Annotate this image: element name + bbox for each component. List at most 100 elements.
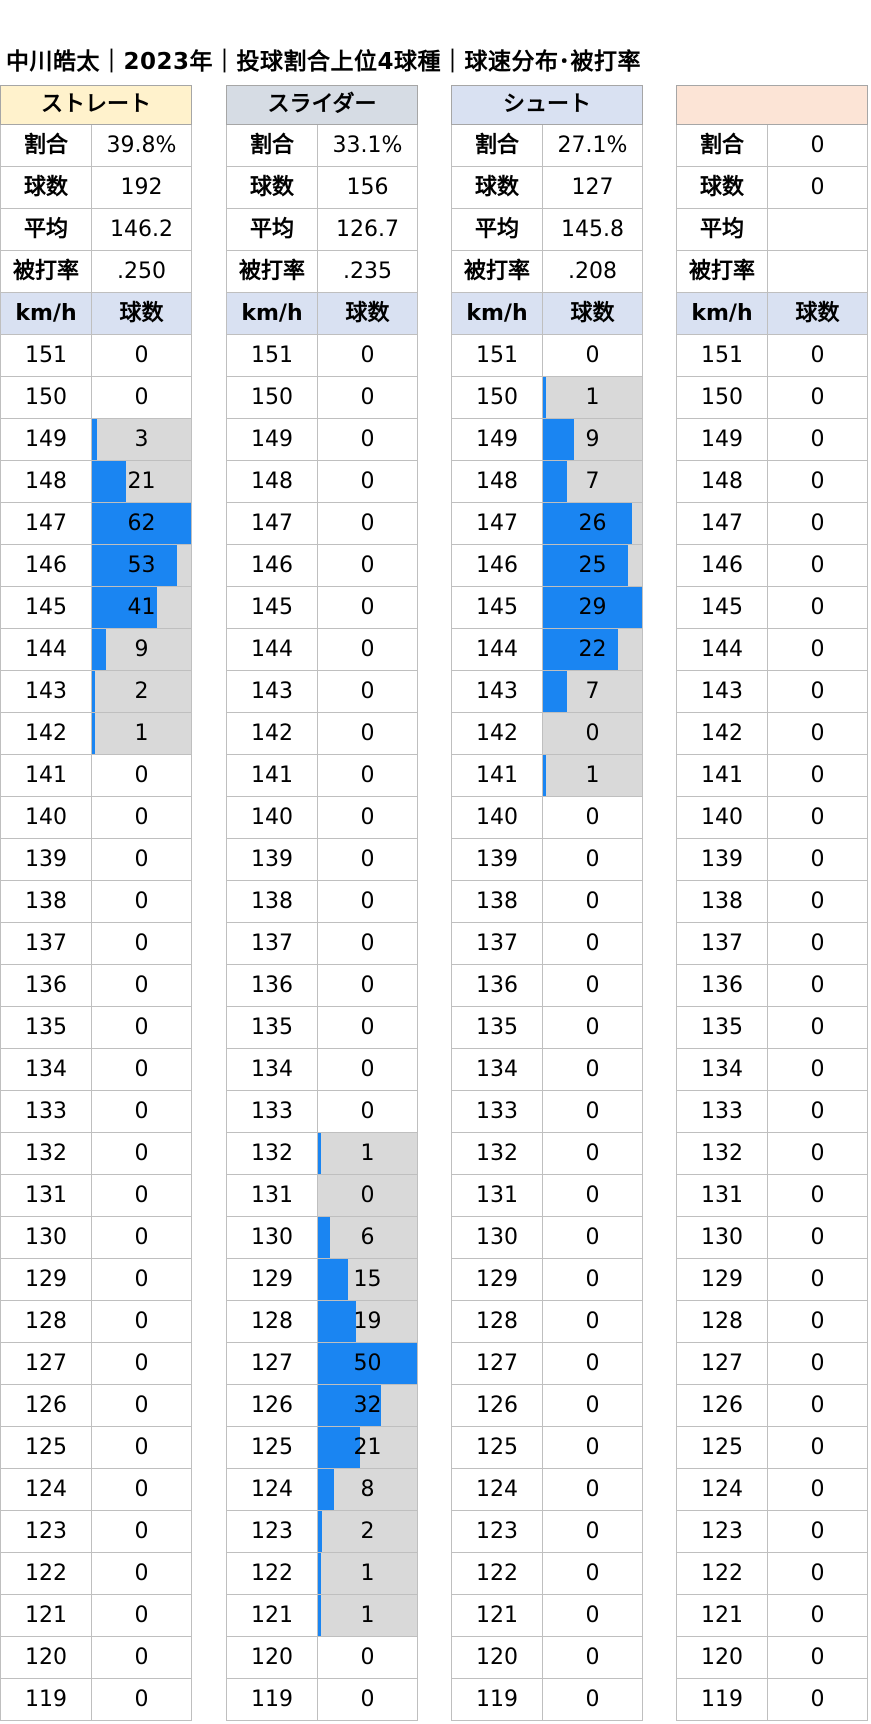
- speed-count-cell: 0: [317, 1637, 418, 1678]
- count-bar: [543, 377, 547, 418]
- speed-count-cell: 0: [767, 377, 868, 418]
- stat-value: 127: [542, 167, 643, 208]
- speed-row: 133 0: [226, 1091, 418, 1133]
- speed-row: 123 2: [226, 1511, 418, 1553]
- speed-count-cell: 0: [767, 1343, 868, 1384]
- count-value: 8: [360, 1477, 375, 1502]
- speed-label: 125: [451, 1427, 542, 1468]
- speed-label: 140: [451, 797, 542, 838]
- speed-count-cell: 9: [542, 419, 643, 460]
- speed-row: 122 0: [0, 1553, 192, 1595]
- speed-count-cell: 0: [542, 1259, 643, 1300]
- speed-row: 146 53: [0, 545, 192, 587]
- count-value: 0: [360, 889, 375, 914]
- speed-row: 140 0: [676, 797, 868, 839]
- speed-row: 142 0: [451, 713, 643, 755]
- speed-count-cell: 0: [542, 713, 643, 754]
- count-value: 0: [810, 1057, 825, 1082]
- speed-label: 121: [676, 1595, 767, 1636]
- count-bar: [543, 629, 619, 670]
- pitch-name-header: ストレート: [0, 85, 192, 125]
- speed-count-cell: 0: [317, 545, 418, 586]
- speed-count-cell: 0: [91, 1343, 192, 1384]
- count-value: 0: [134, 1267, 149, 1292]
- count-bar: [92, 713, 95, 754]
- count-value: 0: [810, 1603, 825, 1628]
- stat-label: 平均: [676, 209, 767, 250]
- speed-label: 121: [0, 1595, 91, 1636]
- count-value: 2: [360, 1519, 375, 1544]
- pitch-panel: ストレート 割合 39.8% 球数 192 平均 146.2 被打率 .250 km/h 球数 151…: [0, 85, 192, 1721]
- speed-row: 144 9: [0, 629, 192, 671]
- count-value: 0: [134, 1687, 149, 1712]
- speed-row: 119 0: [451, 1679, 643, 1721]
- count-value: 0: [134, 847, 149, 872]
- stat-label: 割合: [226, 125, 317, 166]
- count-value: 0: [134, 1435, 149, 1460]
- speed-label: 123: [676, 1511, 767, 1552]
- count-value: 0: [360, 343, 375, 368]
- column-header-row: km/h 球数: [676, 293, 868, 335]
- speed-row: 127 0: [451, 1343, 643, 1385]
- speed-label: 149: [676, 419, 767, 460]
- speed-label: 127: [0, 1343, 91, 1384]
- speed-count-cell: 0: [542, 839, 643, 880]
- stat-row-count: 球数 156: [226, 167, 418, 209]
- speed-count-cell: 0: [767, 1637, 868, 1678]
- speed-count-cell: 0: [91, 1049, 192, 1090]
- count-value: 0: [585, 721, 600, 746]
- bar-track: [543, 713, 642, 754]
- speed-label: 135: [226, 1007, 317, 1048]
- speed-row: 122 0: [451, 1553, 643, 1595]
- speed-count-cell: 0: [542, 1427, 643, 1468]
- speed-count-cell: 0: [317, 377, 418, 418]
- speed-row: 130 0: [0, 1217, 192, 1259]
- speed-count-cell: 0: [767, 1301, 868, 1342]
- bar-track: [318, 1511, 417, 1552]
- count-value: 26: [578, 511, 607, 536]
- speed-label: 143: [676, 671, 767, 712]
- speed-row: 142 0: [226, 713, 418, 755]
- count-value: 0: [810, 763, 825, 788]
- count-value: 0: [585, 1393, 600, 1418]
- speed-count-cell: 0: [317, 335, 418, 376]
- count-bar: [543, 587, 642, 628]
- count-value: 0: [810, 1225, 825, 1250]
- count-value: 0: [810, 1351, 825, 1376]
- speed-label: 126: [0, 1385, 91, 1426]
- speed-row: 151 0: [226, 335, 418, 377]
- speed-label: 133: [451, 1091, 542, 1132]
- speed-row: 133 0: [676, 1091, 868, 1133]
- speed-count-cell: 0: [767, 755, 868, 796]
- speed-label: 126: [451, 1385, 542, 1426]
- speed-count-cell: 0: [317, 419, 418, 460]
- speed-count-cell: 0: [91, 755, 192, 796]
- speed-row: 122 0: [676, 1553, 868, 1595]
- speed-count-cell: 0: [91, 1511, 192, 1552]
- speed-row: 150 0: [676, 377, 868, 419]
- speed-label: 133: [226, 1091, 317, 1132]
- speed-count-cell: 0: [542, 335, 643, 376]
- count-value: 0: [360, 721, 375, 746]
- count-value: 0: [360, 679, 375, 704]
- speed-row: 126 32: [226, 1385, 418, 1427]
- speed-count-cell: 50: [317, 1343, 418, 1384]
- count-value: 0: [585, 1435, 600, 1460]
- count-value: 0: [134, 1393, 149, 1418]
- speed-count-cell: 53: [91, 545, 192, 586]
- speed-count-cell: 0: [767, 1385, 868, 1426]
- speed-row: 128 0: [451, 1301, 643, 1343]
- count-value: 0: [360, 553, 375, 578]
- speed-row: 129 0: [451, 1259, 643, 1301]
- speed-label: 124: [226, 1469, 317, 1510]
- count-value: 0: [810, 1309, 825, 1334]
- speed-label: 150: [676, 377, 767, 418]
- count-value: 22: [578, 637, 607, 662]
- speed-label: 151: [451, 335, 542, 376]
- speed-count-cell: 0: [767, 797, 868, 838]
- speed-count-cell: 0: [767, 545, 868, 586]
- count-value: 0: [810, 1183, 825, 1208]
- speed-count-cell: 0: [767, 461, 868, 502]
- count-value: 6: [360, 1225, 375, 1250]
- speed-label: 131: [0, 1175, 91, 1216]
